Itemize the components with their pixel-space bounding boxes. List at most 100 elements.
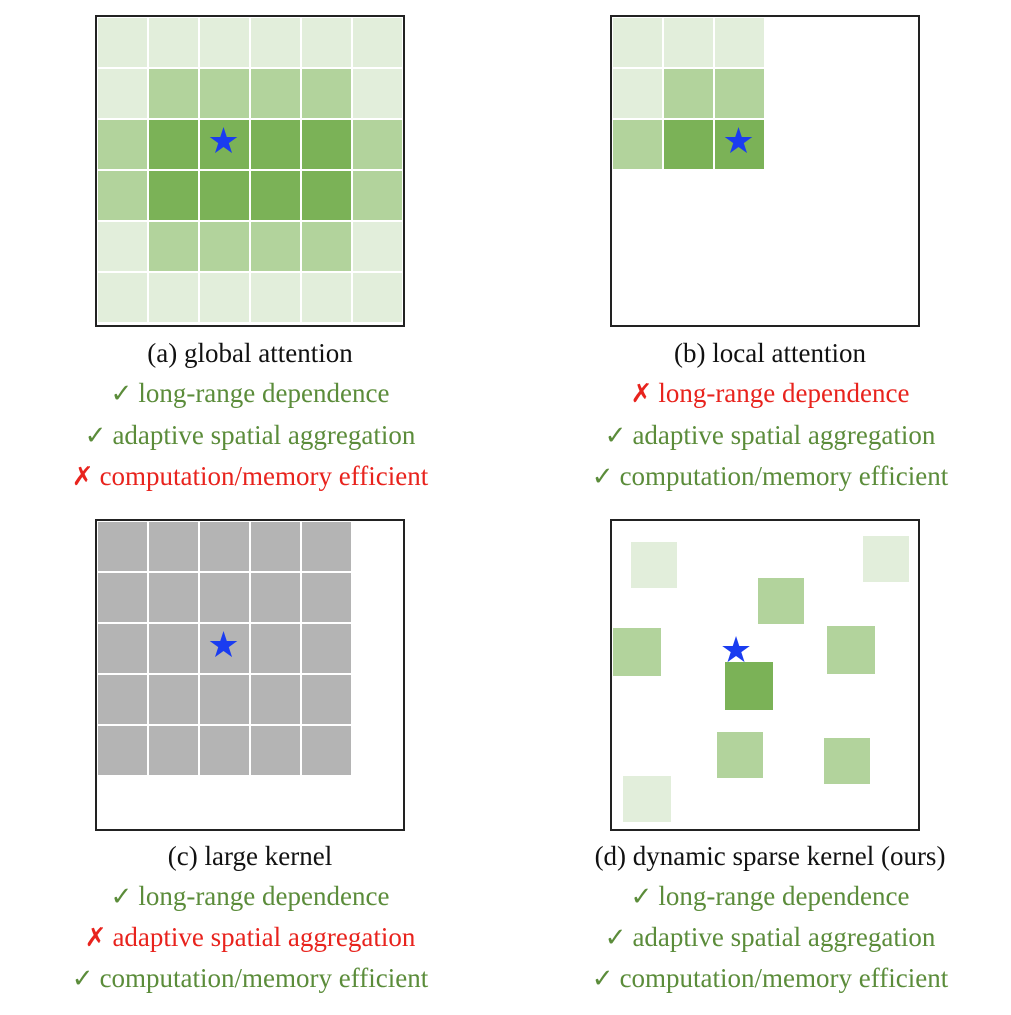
local-attention-prop-1: ✗ long-range dependence [590, 378, 950, 409]
attention-cell [612, 119, 663, 170]
sparse-kernel-cell [622, 775, 672, 823]
prop-text: adaptive spatial aggregation [112, 420, 416, 450]
local-attention-prop-3: ✓ computation/memory efficient [590, 461, 950, 492]
attention-cell [301, 170, 352, 221]
kernel-cell [148, 623, 199, 674]
sparse-kernel-cell [757, 577, 805, 625]
attention-cell [148, 170, 199, 221]
kernel-cell [148, 725, 199, 776]
star-icon: ★ [207, 624, 240, 666]
sparse-kernel-cell [630, 541, 678, 589]
attention-cell [97, 221, 148, 272]
kernel-cell [97, 572, 148, 623]
attention-cell [301, 221, 352, 272]
attention-cell [714, 68, 765, 119]
kernel-cell [301, 623, 352, 674]
attention-cell [148, 221, 199, 272]
attention-cell [352, 272, 403, 323]
sparse-kernel-cell [724, 661, 774, 711]
global-attention-prop-1: ✓ long-range dependence [70, 378, 430, 409]
attention-cell [199, 119, 250, 170]
kernel-cell [199, 725, 250, 776]
kernel-cell [97, 521, 148, 572]
attention-cell [714, 17, 765, 68]
kernel-cell [301, 521, 352, 572]
large-kernel-caption: (c) large kernel [167, 841, 333, 871]
sparse-kernel-cell [716, 731, 764, 779]
attention-cell [663, 68, 714, 119]
kernel-cell [301, 725, 352, 776]
dynamic-sparse-kernel-grid: ★ [610, 519, 920, 831]
attention-cell [663, 119, 714, 170]
attention-cell [97, 170, 148, 221]
local-attention-grid: ★ [610, 15, 920, 327]
global-attention-grid: ★ [95, 15, 405, 327]
sparse-kernel-cell [823, 737, 871, 785]
check-icon: ✓ [84, 421, 107, 451]
attention-cell [352, 119, 403, 170]
local-attention-prop-2: ✓ adaptive spatial aggregation [590, 420, 950, 451]
attention-cell [199, 68, 250, 119]
dynamic-sparse-kernel-caption: (d) dynamic sparse kernel (ours) [594, 841, 946, 871]
dynamic-sparse-kernel-prop-2: ✓ adaptive spatial aggregation [590, 922, 950, 953]
attention-cell [148, 17, 199, 68]
attention-cell [301, 68, 352, 119]
large-kernel-prop-3: ✓ computation/memory efficient [70, 963, 430, 994]
kernel-cell [97, 725, 148, 776]
cross-icon: ✗ [84, 923, 107, 953]
prop-text: long-range dependence [138, 881, 390, 911]
kernel-cell [199, 674, 250, 725]
attention-cell [199, 170, 250, 221]
global-attention-prop-3: ✗ computation/memory efficient [70, 461, 430, 492]
attention-cell [250, 221, 301, 272]
star-icon: ★ [207, 120, 240, 162]
kernel-cell [250, 572, 301, 623]
cross-icon: ✗ [71, 462, 94, 492]
panel-large-kernel: ★ (c) large kernel ✓ long-range dependenc… [70, 505, 430, 1010]
attention-cell [250, 272, 301, 323]
kernel-cell [97, 674, 148, 725]
sparse-kernel-cell [612, 627, 662, 677]
prop-text: computation/memory efficient [99, 963, 429, 993]
kernel-cell [250, 623, 301, 674]
star-icon: ★ [722, 120, 755, 162]
attention-cell [148, 68, 199, 119]
prop-text: long-range dependence [658, 881, 910, 911]
star-icon: ★ [719, 630, 753, 671]
check-icon: ✓ [604, 923, 627, 953]
kernel-cell [199, 521, 250, 572]
attention-cell [612, 17, 663, 68]
large-kernel-prop-2: ✗ adaptive spatial aggregation [70, 922, 430, 953]
prop-text: computation/memory efficient [99, 461, 429, 491]
attention-cell [250, 68, 301, 119]
attention-cell [148, 272, 199, 323]
kernel-cell [97, 623, 148, 674]
kernel-cell [250, 674, 301, 725]
kernel-cell [148, 674, 199, 725]
attention-cell [612, 68, 663, 119]
attention-cell [199, 221, 250, 272]
attention-cell [199, 272, 250, 323]
attention-cell [663, 17, 714, 68]
kernel-cell [148, 572, 199, 623]
check-icon: ✓ [110, 882, 133, 912]
local-attention-caption: (b) local attention [674, 338, 866, 368]
kernel-cell [250, 725, 301, 776]
global-attention-caption: (a) global attention [147, 338, 353, 368]
attention-cell [301, 272, 352, 323]
attention-cell [250, 119, 301, 170]
dynamic-sparse-kernel-prop-1: ✓ long-range dependence [590, 881, 950, 912]
attention-cell [250, 17, 301, 68]
kernel-cell [199, 572, 250, 623]
kernel-cell [199, 623, 250, 674]
attention-cell [250, 170, 301, 221]
attention-cell [97, 68, 148, 119]
prop-text: long-range dependence [138, 378, 390, 408]
panel-global-attention: ★ (a) global attention ✓ long-range depen… [70, 0, 430, 500]
attention-cell [97, 17, 148, 68]
attention-cell [352, 221, 403, 272]
kernel-cell [301, 674, 352, 725]
attention-cell [148, 119, 199, 170]
check-icon: ✓ [591, 462, 614, 492]
cross-icon: ✗ [630, 379, 653, 409]
